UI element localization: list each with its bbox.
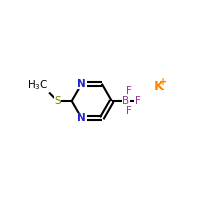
Text: K: K [154,80,164,93]
Text: N: N [77,113,86,123]
Text: F: F [135,96,141,106]
Text: N: N [77,79,86,89]
Text: F: F [126,106,132,116]
Text: H$_3$C: H$_3$C [27,78,48,92]
Text: F: F [126,86,132,96]
Text: +: + [159,77,167,87]
Text: B: B [122,96,129,106]
Text: S: S [54,96,61,106]
